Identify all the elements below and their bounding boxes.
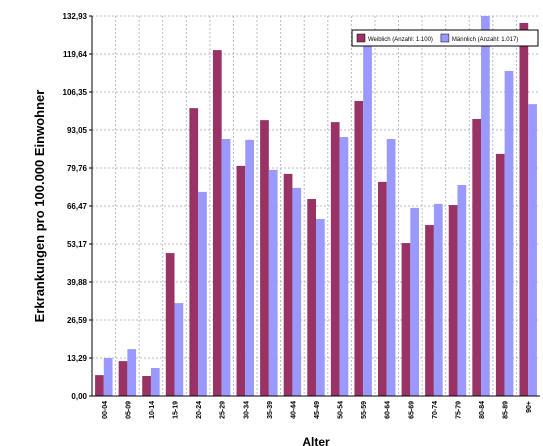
x-tick-label: 85-89 — [503, 401, 510, 419]
bar — [142, 375, 151, 396]
bar — [292, 187, 302, 396]
y-tick-label: 39,88 — [67, 278, 88, 287]
x-tick-label: 70-74 — [432, 401, 439, 419]
x-tick-label: 15-19 — [173, 401, 180, 419]
y-tick-label: 13,29 — [67, 354, 88, 363]
bar — [174, 303, 184, 396]
bar — [354, 100, 364, 396]
bar — [316, 219, 325, 396]
x-axis-label: Alter — [302, 435, 330, 446]
bar — [528, 104, 537, 396]
y-tick-label: 119,64 — [63, 50, 88, 59]
bar — [448, 205, 458, 396]
bar — [189, 108, 199, 396]
bar — [165, 253, 175, 396]
bar — [425, 225, 434, 396]
bar — [339, 137, 349, 396]
x-tick-label: 60-64 — [385, 401, 392, 419]
bar — [307, 199, 316, 396]
bar — [118, 361, 128, 396]
bar — [150, 367, 160, 396]
bar — [268, 169, 278, 396]
bar — [472, 118, 482, 396]
bar — [198, 191, 207, 396]
bar — [386, 139, 396, 396]
x-tick-label: 50-54 — [338, 401, 345, 419]
x-tick-label: 10-14 — [149, 401, 156, 419]
bar — [481, 16, 490, 396]
y-tick-label: 26,59 — [67, 316, 88, 325]
bar — [433, 203, 443, 396]
y-tick-label: 93,05 — [67, 126, 88, 135]
bar — [103, 357, 113, 396]
x-tick-label: 75-79 — [455, 401, 462, 419]
x-tick-label: 00-04 — [102, 401, 109, 419]
bar — [245, 139, 254, 396]
y-tick-label: 106,35 — [63, 88, 88, 97]
y-tick-label: 79,76 — [67, 164, 88, 173]
y-tick-label: 132,93 — [63, 12, 88, 21]
bar — [410, 207, 420, 396]
x-tick-label: 30-34 — [243, 401, 250, 419]
legend-label: Weiblich (Anzahl: 1.100) — [368, 37, 433, 43]
legend-swatch — [440, 33, 450, 43]
bar — [504, 70, 514, 396]
bar — [330, 122, 340, 396]
bar — [519, 22, 529, 396]
bar — [221, 139, 231, 396]
bar — [260, 120, 269, 396]
x-tick-label: 65-69 — [408, 401, 415, 419]
bar — [236, 165, 246, 396]
x-tick-label: 55-59 — [361, 401, 368, 419]
bars — [95, 16, 537, 396]
x-tick-label: 05-09 — [125, 401, 132, 419]
y-tick-label: 66,47 — [67, 202, 88, 211]
y-axis-label: Erkrankungen pro 100.000 Einwohner — [32, 90, 47, 323]
legend: Weiblich (Anzahl: 1.100) Männlich (Anzahl… — [351, 29, 539, 47]
x-tick-label: 40-44 — [290, 401, 297, 419]
x-tick-label: 35-39 — [267, 401, 274, 419]
bar — [401, 243, 411, 396]
legend-label: Männlich (Anzahl: 1.017) — [452, 37, 518, 43]
x-tick-label: 90+ — [526, 401, 533, 413]
bar — [127, 349, 137, 396]
bar — [495, 153, 505, 396]
x-tick-label: 80-84 — [479, 401, 486, 419]
bar — [378, 181, 387, 396]
x-tick-label: 20-24 — [196, 401, 203, 419]
x-tick-label: 25-29 — [220, 401, 227, 419]
x-tick-label: 45-49 — [314, 401, 321, 419]
y-tick-label: 0,00 — [71, 392, 87, 401]
bar — [363, 44, 372, 396]
y-tick-label: 53,17 — [67, 240, 88, 249]
grid — [92, 15, 540, 396]
bar — [95, 375, 104, 396]
bar — [283, 173, 293, 396]
legend-swatch — [356, 33, 366, 43]
bar — [212, 50, 222, 396]
bar — [457, 185, 467, 396]
